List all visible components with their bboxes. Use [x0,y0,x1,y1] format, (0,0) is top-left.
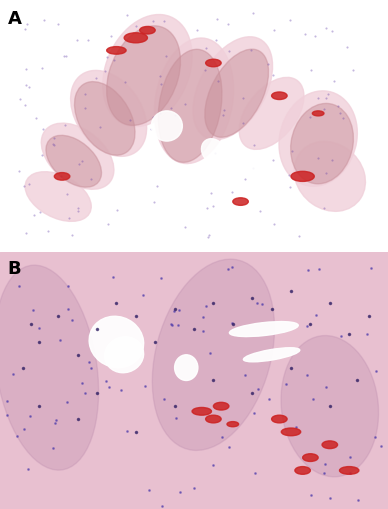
Ellipse shape [229,322,298,336]
Ellipse shape [291,172,314,181]
Ellipse shape [312,111,324,116]
Ellipse shape [206,59,221,67]
Ellipse shape [272,92,287,100]
Ellipse shape [233,198,248,205]
Ellipse shape [124,33,147,43]
Ellipse shape [201,138,225,164]
Ellipse shape [322,441,338,448]
Ellipse shape [107,47,126,54]
Ellipse shape [294,142,365,211]
Ellipse shape [242,154,262,174]
Ellipse shape [272,415,287,423]
Ellipse shape [54,173,70,180]
Ellipse shape [154,38,234,163]
Ellipse shape [151,111,182,141]
Ellipse shape [291,103,353,184]
Ellipse shape [239,77,304,150]
Text: B: B [8,260,21,278]
Ellipse shape [107,26,180,125]
Ellipse shape [175,355,198,380]
Ellipse shape [165,413,262,502]
Ellipse shape [0,407,85,508]
Ellipse shape [0,265,99,470]
Ellipse shape [340,467,359,474]
Ellipse shape [74,81,135,155]
Text: A: A [8,10,22,28]
Ellipse shape [41,123,114,189]
Ellipse shape [279,91,357,186]
Ellipse shape [140,26,155,34]
Ellipse shape [105,337,144,373]
Ellipse shape [71,70,147,156]
Ellipse shape [0,265,122,496]
Ellipse shape [142,259,284,476]
Ellipse shape [152,259,274,450]
Ellipse shape [252,342,369,496]
Ellipse shape [206,415,221,423]
Ellipse shape [281,428,301,436]
Ellipse shape [192,408,211,415]
Ellipse shape [205,49,268,137]
Ellipse shape [243,348,300,362]
Ellipse shape [213,402,229,410]
Ellipse shape [227,421,239,427]
Ellipse shape [89,316,144,367]
Ellipse shape [295,467,310,474]
Ellipse shape [25,172,91,221]
Ellipse shape [303,454,318,462]
Ellipse shape [158,49,222,162]
Ellipse shape [103,15,192,127]
Ellipse shape [193,37,273,139]
Ellipse shape [281,335,379,477]
Ellipse shape [46,135,102,187]
